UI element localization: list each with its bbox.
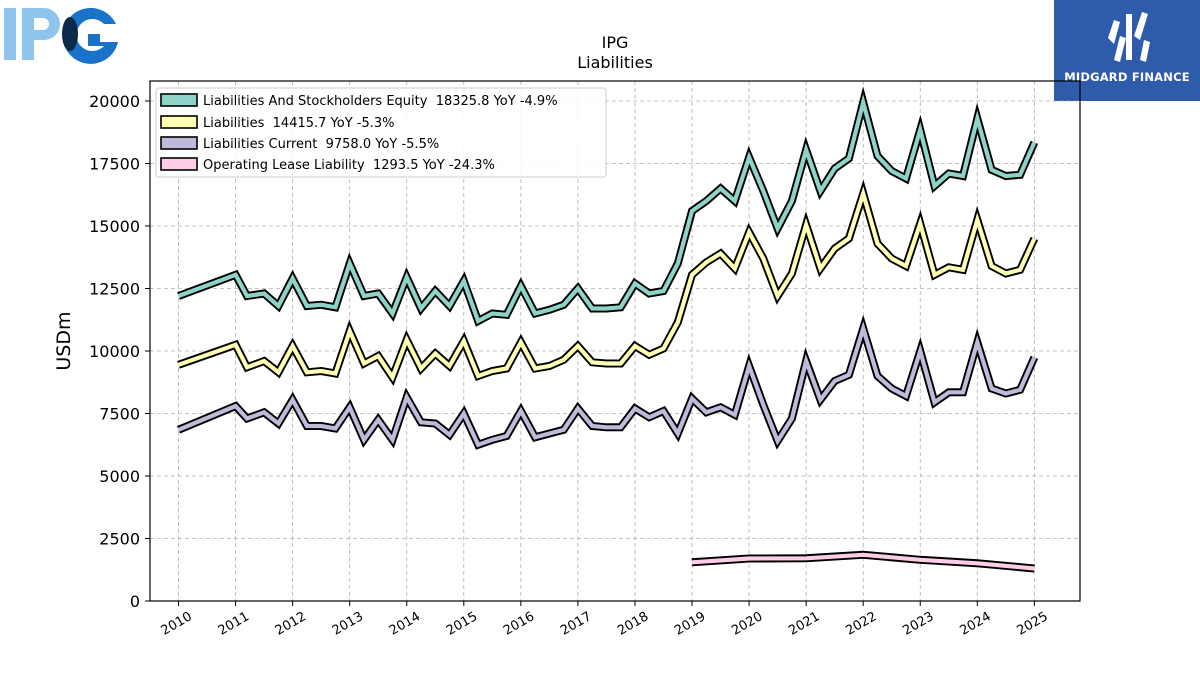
x-tick-label: 2011 <box>216 609 252 639</box>
legend-label: Liabilities Current 9758.0 YoY -5.5% <box>203 137 439 152</box>
x-tick-label: 2017 <box>558 609 594 639</box>
x-tick-label: 2016 <box>501 609 537 639</box>
legend-swatch <box>160 115 198 129</box>
y-tick-label: 12500 <box>89 280 140 299</box>
x-tick-label: 2021 <box>786 609 822 639</box>
legend-entry: Liabilities Current 9758.0 YoY -5.5% <box>160 136 439 152</box>
x-tick-label: 2014 <box>387 609 423 639</box>
x-tick-label: 2018 <box>615 609 651 639</box>
legend-box <box>155 87 607 178</box>
y-axis-label: USDm <box>53 311 75 370</box>
legend-label: Liabilities And Stockholders Equity 1832… <box>203 94 558 109</box>
y-tick-label: 2500 <box>99 530 140 549</box>
y-tick-label: 0 <box>130 592 140 611</box>
series-lines <box>176 86 1039 573</box>
legend-label: Liabilities 14415.7 YoY -5.3% <box>203 116 395 131</box>
legend-entry: Operating Lease Liability 1293.5 YoY -24… <box>160 157 495 173</box>
y-tick-label: 7500 <box>99 405 140 424</box>
x-tick-label: 2025 <box>1015 609 1051 639</box>
series-outline-2 <box>177 179 1039 386</box>
midgard-finance-label: MIDGARD FINANCE <box>1064 70 1190 84</box>
x-tick-label: 2019 <box>672 609 708 639</box>
x-tick-label: 2010 <box>159 609 195 639</box>
legend-entry: Liabilities And Stockholders Equity 1832… <box>160 93 558 109</box>
y-tick-label: 5000 <box>99 467 140 486</box>
series-line-4 <box>691 552 1035 571</box>
ipg-logo <box>0 0 130 70</box>
series-line-2 <box>177 186 1037 382</box>
legend-label: Operating Lease Liability 1293.5 YoY -24… <box>203 158 495 173</box>
legend-swatch <box>160 136 198 150</box>
x-tick-label: 2024 <box>957 609 993 639</box>
y-tick-label: 10000 <box>89 342 140 361</box>
chart-title: IPG <box>602 33 629 52</box>
midgard-finance-logo: MIDGARD FINANCE <box>1054 0 1200 101</box>
series-line-1 <box>177 93 1037 324</box>
legend-swatch <box>160 157 198 171</box>
midgard-emblem-icon <box>1108 12 1150 62</box>
y-tick-labels: 0 2500 5000 7500 10000 12500 15000 17500 20000 <box>89 92 150 611</box>
x-tick-label: 2012 <box>273 609 309 639</box>
chart-subtitle: Liabilities <box>577 53 653 72</box>
y-tick-label: 17500 <box>89 155 140 174</box>
y-tick-label: 15000 <box>89 217 140 236</box>
series-line-3 <box>177 321 1037 448</box>
y-tick-label: 20000 <box>89 92 140 111</box>
legend-entry: Liabilities 14415.7 YoY -5.3% <box>160 115 395 131</box>
x-tick-label: 2020 <box>729 609 765 639</box>
x-tick-labels: 2010 2011 2012 2013 2014 2015 2016 2017 2018 2019… <box>159 601 1051 639</box>
legend-swatch <box>160 93 198 107</box>
x-tick-label: 2015 <box>444 609 480 639</box>
x-tick-label: 2023 <box>900 609 936 639</box>
x-tick-label: 2013 <box>330 609 366 639</box>
legend: Liabilities And Stockholders Equity 1832… <box>155 87 607 178</box>
plot-frame <box>149 80 1081 602</box>
x-tick-label: 2022 <box>843 609 879 639</box>
